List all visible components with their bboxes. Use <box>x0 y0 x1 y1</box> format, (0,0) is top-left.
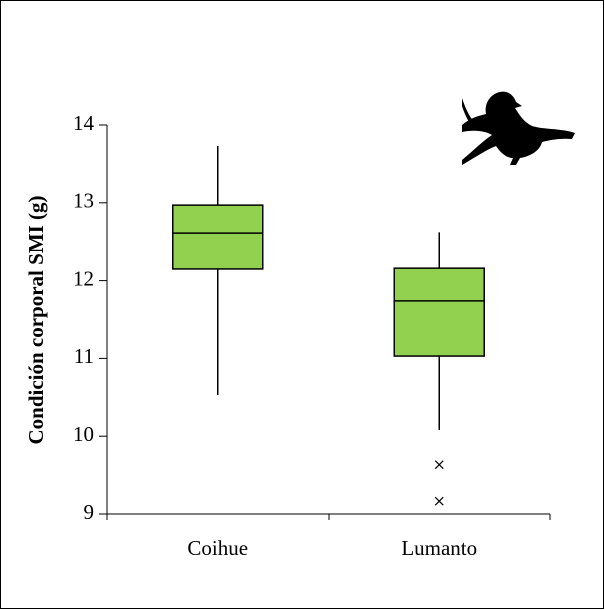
y-tick-label: 13 <box>73 189 94 213</box>
box <box>172 204 264 270</box>
y-tick-label: 11 <box>74 344 94 368</box>
box <box>393 267 485 357</box>
y-tick-label: 9 <box>84 500 95 524</box>
x-tick-label: Lumanto <box>401 536 477 560</box>
bird-silhouette <box>462 91 575 165</box>
outlier <box>434 460 444 470</box>
y-tick-label: 10 <box>73 422 94 446</box>
y-tick-label: 14 <box>73 111 95 135</box>
outlier <box>434 496 444 506</box>
x-tick-label: Coihue <box>187 536 248 560</box>
y-axis-label: Condición corporal SMI (g) <box>24 195 48 444</box>
y-tick-label: 12 <box>73 266 94 290</box>
